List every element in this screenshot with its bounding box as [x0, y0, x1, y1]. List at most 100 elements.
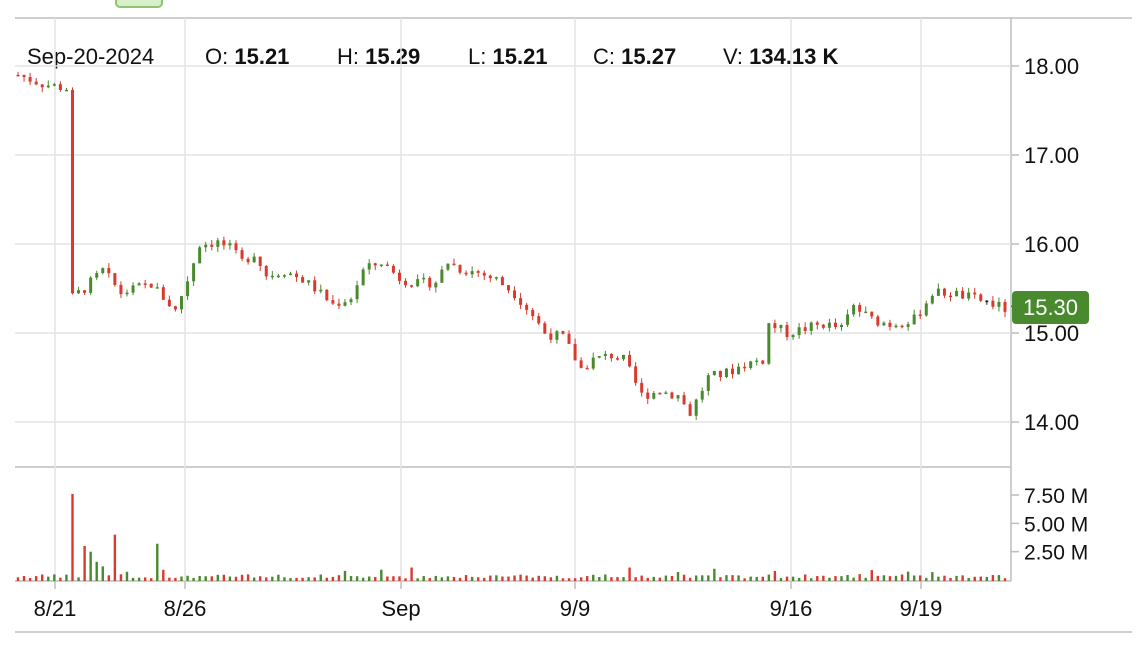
- volume-bar: [816, 576, 819, 581]
- volume-bar: [174, 577, 177, 581]
- candle-body: [906, 324, 910, 327]
- ohlc-open: O: 15.21: [205, 44, 290, 69]
- volume-bar: [131, 577, 135, 581]
- candle-body: [494, 277, 498, 279]
- candle-body: [64, 89, 68, 92]
- candle-body: [319, 289, 323, 292]
- volume-bar: [810, 578, 813, 581]
- volume-bar: [28, 577, 32, 581]
- volume-bar: [579, 577, 583, 581]
- volume-bar: [870, 570, 873, 581]
- volume-bar: [604, 574, 607, 581]
- ohlc-high: H: 15.29: [337, 44, 421, 69]
- volume-bar: [658, 577, 662, 581]
- volume-bar: [773, 570, 777, 581]
- candle-body: [270, 275, 274, 278]
- candle-body: [936, 288, 940, 296]
- volume-bar: [410, 567, 413, 581]
- volume-bar: [525, 575, 528, 581]
- volume-bar: [949, 577, 952, 581]
- volume-bar: [337, 575, 341, 581]
- volume-bar: [301, 577, 304, 581]
- volume-bar: [386, 576, 389, 581]
- candle-body: [222, 240, 226, 246]
- candle-body: [597, 356, 601, 358]
- candle-body: [900, 325, 904, 328]
- volume-bar: [222, 574, 226, 581]
- volume-bar: [931, 572, 934, 581]
- volume-bar: [313, 577, 316, 581]
- candle-body: [815, 322, 819, 325]
- candle-body: [603, 353, 607, 357]
- candle-body: [258, 256, 262, 267]
- toolbar-button-edge[interactable]: [115, 0, 163, 8]
- volume-bar: [16, 577, 20, 581]
- candle-body: [567, 333, 571, 344]
- volume-bar: [434, 575, 438, 581]
- volume-tick-label: 2.50 M: [1024, 542, 1088, 565]
- date-tick-label: 9/9: [560, 596, 591, 621]
- candle-body: [428, 277, 432, 288]
- volume-bar: [555, 575, 559, 581]
- candle-body: [397, 272, 401, 281]
- candle-body: [634, 366, 638, 383]
- volume-bar: [755, 576, 758, 581]
- candle-body: [918, 314, 922, 317]
- candle-body: [379, 264, 383, 267]
- candle-body: [767, 323, 771, 364]
- volume-bar: [368, 576, 371, 581]
- candle-body: [688, 404, 692, 416]
- volume-bar: [634, 577, 637, 581]
- candle-body: [58, 84, 62, 90]
- candle-body: [446, 263, 450, 270]
- candle-body: [89, 277, 93, 293]
- volume-bar: [507, 576, 510, 581]
- candle-body: [119, 284, 123, 295]
- candle-body: [216, 240, 220, 247]
- candle-body: [113, 273, 117, 285]
- volume-bar: [392, 576, 395, 581]
- volume-bar: [513, 575, 516, 581]
- volume-bar: [349, 576, 353, 581]
- volume-bar: [797, 577, 801, 581]
- volume-bar: [846, 575, 849, 581]
- volume-bar: [259, 576, 262, 581]
- candle-body: [809, 322, 813, 331]
- volume-bar: [495, 575, 498, 581]
- volume-bar: [240, 574, 244, 581]
- candle-body: [858, 304, 862, 312]
- volume-bar: [119, 574, 123, 581]
- volume-bar: [428, 578, 431, 581]
- candle-body: [670, 392, 674, 399]
- volume-bar: [271, 576, 274, 581]
- volume-bar: [374, 576, 377, 581]
- candle-body: [186, 281, 190, 297]
- volume-bar: [1003, 578, 1007, 581]
- volume-bar: [501, 576, 504, 581]
- candle-body: [101, 268, 105, 274]
- volume-bar: [664, 575, 668, 581]
- volume-bar: [640, 575, 643, 581]
- volume-bar: [77, 577, 80, 581]
- candle-body: [77, 290, 81, 294]
- volume-bar: [888, 576, 892, 581]
- volume-bar: [864, 577, 867, 581]
- candle-body: [949, 295, 953, 298]
- candle-body: [882, 322, 886, 326]
- volume-bar: [822, 575, 825, 581]
- candle-body: [325, 289, 329, 301]
- candle-body: [416, 279, 420, 287]
- candle-body: [131, 285, 135, 293]
- candle-body: [22, 75, 26, 78]
- candle-body: [500, 277, 504, 286]
- volume-bar: [803, 574, 807, 581]
- candle-body: [440, 269, 444, 283]
- candle-body: [646, 392, 650, 399]
- date-tick-label: 8/21: [34, 596, 77, 621]
- volume-bar: [246, 574, 250, 581]
- candle-body: [840, 324, 844, 328]
- volume-bar: [489, 575, 492, 581]
- volume-bar: [785, 576, 789, 581]
- price-tick-label: 15.00: [1024, 321, 1079, 346]
